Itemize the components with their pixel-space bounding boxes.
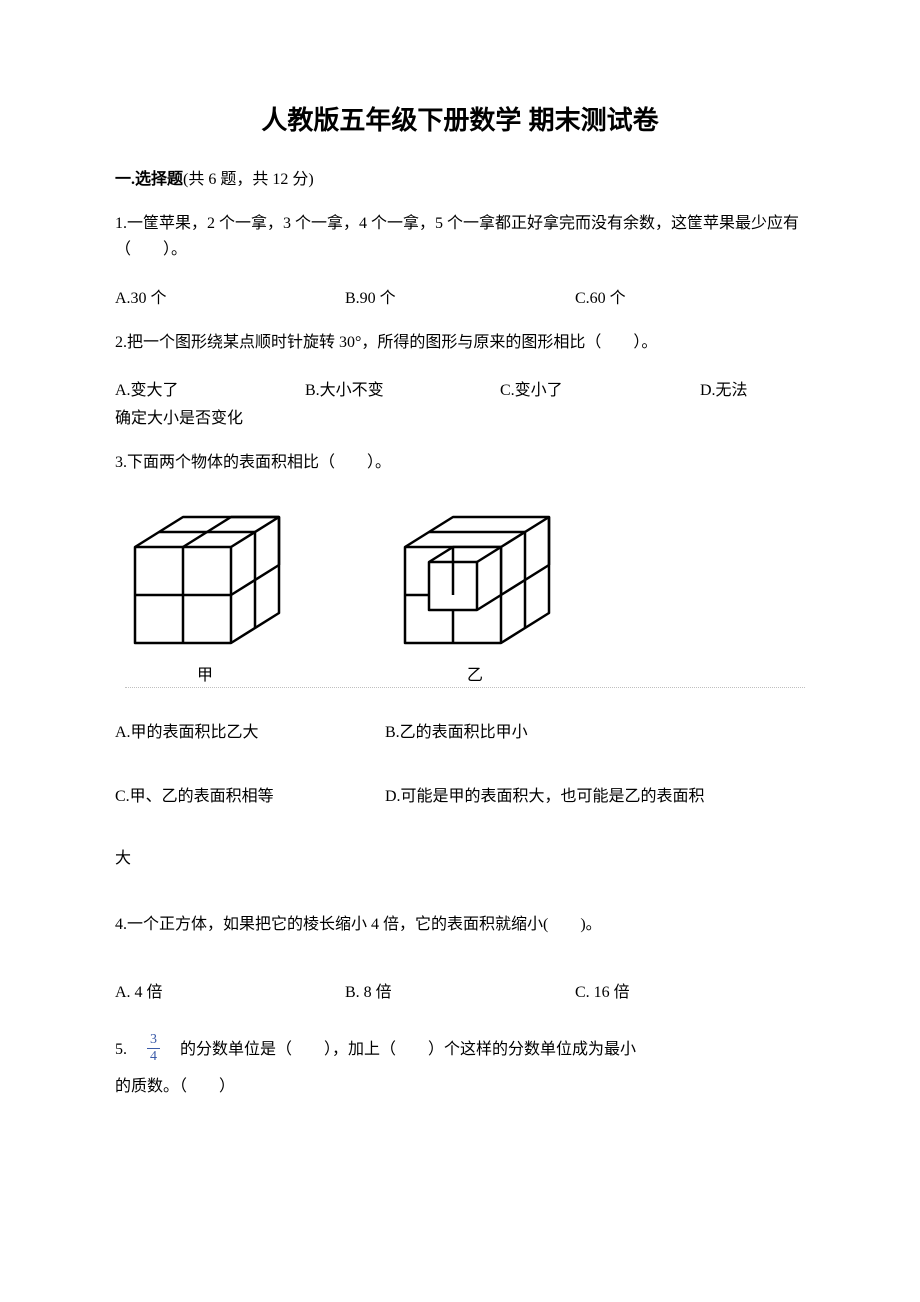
- section-label-bold: 一.选择题: [115, 171, 183, 188]
- cube-jia-icon: [125, 507, 285, 657]
- q2-option-b: B.大小不变: [305, 376, 500, 400]
- question-3: 3.下面两个物体的表面积相比（ ）。: [115, 450, 805, 476]
- cube-yi-icon: [395, 507, 555, 657]
- q4-option-a: A. 4 倍: [115, 978, 345, 1002]
- q3-option-d-cont: 大: [115, 846, 805, 872]
- q3-option-a: A.甲的表面积比乙大: [115, 718, 385, 742]
- q1-option-a: A.30 个: [115, 284, 345, 308]
- question-2: 2.把一个图形绕某点顺时针旋转 30°，所得的图形与原来的图形相比（ ）。: [115, 330, 805, 356]
- q5-mid: 的分数单位是（ ），加上（ ）个这样的分数单位成为最小: [164, 1041, 636, 1058]
- q2-option-a: A.变大了: [115, 376, 305, 400]
- q3-option-b: B.乙的表面积比甲小: [385, 718, 805, 742]
- q5-prefix: 5.: [115, 1041, 143, 1058]
- figure-yi-label: 乙: [467, 661, 483, 685]
- fraction-denominator: 4: [147, 1049, 160, 1064]
- q1-options: A.30 个 B.90 个 C.60 个: [115, 284, 805, 308]
- question-5: 5. 34 的分数单位是（ ），加上（ ）个这样的分数单位成为最小 的质数。（ …: [115, 1032, 805, 1106]
- q4-option-b: B. 8 倍: [345, 978, 575, 1002]
- q4-options: A. 4 倍 B. 8 倍 C. 16 倍: [115, 978, 805, 1002]
- q5-line2: 的质数。（ ）: [115, 1069, 805, 1106]
- section-header: 一.选择题(共 6 题，共 12 分): [115, 165, 805, 189]
- q2-option-d-cont: 确定大小是否变化: [115, 404, 805, 428]
- figure-jia-label: 甲: [197, 661, 213, 685]
- question-4: 4.一个正方体，如果把它的棱长缩小 4 倍，它的表面积就缩小( )。: [115, 912, 805, 938]
- question-1: 1.一筐苹果，2 个一拿，3 个一拿，4 个一拿，5 个一拿都正好拿完而没有余数…: [115, 211, 805, 264]
- q1-option-c: C.60 个: [575, 284, 805, 308]
- q3-option-c: C.甲、乙的表面积相等: [115, 782, 385, 806]
- fraction-3-4: 34: [147, 1033, 160, 1064]
- figure-jia: 甲: [125, 507, 285, 685]
- q4-option-c: C. 16 倍: [575, 978, 805, 1002]
- q3-options-ab: A.甲的表面积比乙大 B.乙的表面积比甲小: [115, 718, 805, 742]
- q2-option-d: D.无法: [700, 376, 805, 400]
- q3-figures: 甲 乙: [125, 507, 805, 688]
- q2-option-c: C.变小了: [500, 376, 700, 400]
- figure-yi: 乙: [395, 507, 555, 685]
- q3-option-d: D.可能是甲的表面积大，也可能是乙的表面积: [385, 782, 805, 806]
- q2-options: A.变大了 B.大小不变 C.变小了 D.无法 确定大小是否变化: [115, 376, 805, 428]
- fraction-numerator: 3: [147, 1033, 160, 1049]
- q3-options-cd: C.甲、乙的表面积相等 D.可能是甲的表面积大，也可能是乙的表面积: [115, 782, 805, 806]
- section-label-rest: (共 6 题，共 12 分): [183, 171, 314, 188]
- q1-option-b: B.90 个: [345, 284, 575, 308]
- page-title: 人教版五年级下册数学 期末测试卷: [115, 100, 805, 137]
